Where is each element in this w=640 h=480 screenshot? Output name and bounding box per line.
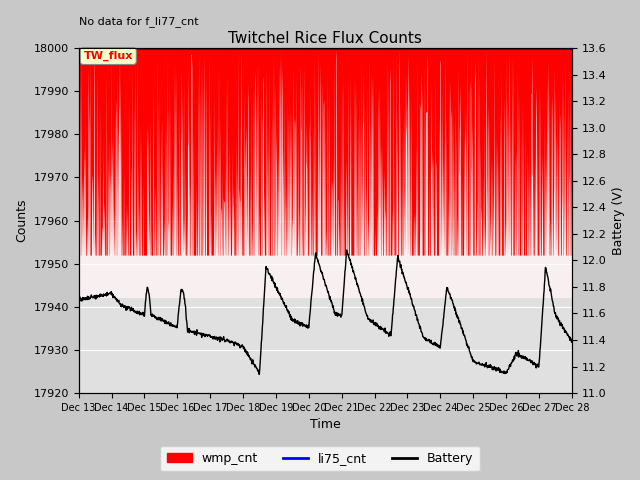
Legend: wmp_cnt, li75_cnt, Battery: wmp_cnt, li75_cnt, Battery bbox=[161, 446, 479, 471]
Y-axis label: Battery (V): Battery (V) bbox=[612, 186, 625, 255]
Bar bbox=[79, 298, 572, 393]
X-axis label: Time: Time bbox=[310, 419, 340, 432]
Text: TW_flux: TW_flux bbox=[84, 51, 133, 61]
Title: Twitchel Rice Flux Counts: Twitchel Rice Flux Counts bbox=[228, 31, 422, 46]
Y-axis label: Counts: Counts bbox=[15, 199, 28, 242]
Text: No data for f_li77_cnt: No data for f_li77_cnt bbox=[79, 16, 198, 27]
